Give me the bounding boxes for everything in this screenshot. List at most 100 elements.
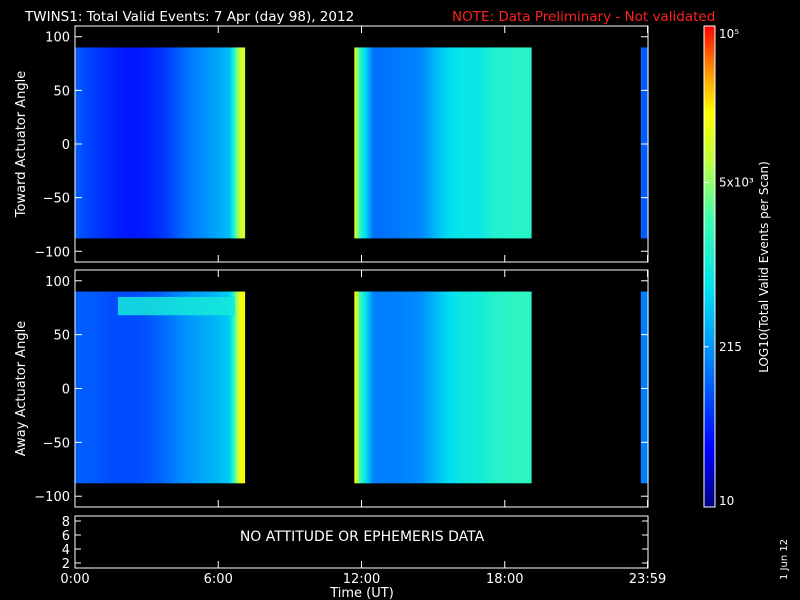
heatmap-cell — [234, 47, 238, 239]
heatmap-cell — [480, 47, 484, 239]
x-tick-label: 12:00 — [343, 572, 380, 587]
heatmap-cell — [151, 291, 155, 484]
heatmap-cell — [203, 291, 207, 484]
heatmap-cell — [495, 47, 499, 239]
x-tick-label: 23:59 — [629, 572, 666, 587]
heatmap-cell — [399, 47, 403, 239]
heatmap-cell — [184, 47, 188, 239]
heatmap-cell — [521, 291, 525, 484]
heatmap-cell — [440, 47, 444, 239]
heatmap-cell — [447, 47, 451, 239]
heatmap-cell — [208, 47, 212, 239]
heatmap-cell — [504, 291, 508, 484]
heatmap-cell — [423, 47, 427, 239]
heatmap-cell — [215, 47, 219, 239]
heatmap-cell — [82, 47, 86, 239]
heatmap-cell — [208, 291, 212, 484]
y-tick-label: −100 — [34, 490, 70, 505]
heatmap-panel-1: 100 50 0 −50 −100 Toward Actuator Angle — [14, 25, 649, 263]
heatmap-cell — [191, 47, 195, 239]
heatmap-cell — [473, 291, 477, 484]
heatmap-cell — [382, 47, 386, 239]
heatmap-cell — [227, 47, 231, 239]
heatmap-cell — [390, 47, 394, 239]
heatmap-cell — [129, 291, 133, 484]
heatmap-cell — [368, 47, 372, 239]
heatmap-cell — [223, 291, 227, 484]
heatmap-cell — [84, 291, 88, 484]
heatmap-cell — [160, 291, 164, 484]
heatmap-cell — [182, 47, 186, 239]
heatmap-cell — [445, 291, 449, 484]
heatmap-cell — [172, 47, 176, 239]
heatmap-cell — [452, 291, 456, 484]
heatmap-cell — [106, 291, 110, 484]
heatmap-cell — [89, 47, 93, 239]
heatmap-cell — [134, 47, 138, 239]
heatmap-cell — [404, 47, 408, 239]
heatmap-cell — [466, 291, 470, 484]
heatmap-cell — [156, 47, 160, 239]
heatmap-cell — [230, 291, 234, 484]
colorbar-tick-label: 5x10³ — [719, 175, 754, 189]
heatmap-cell — [215, 291, 219, 484]
heatmap-cell — [459, 47, 463, 239]
heatmap-cell — [416, 291, 420, 484]
heatmap-cell — [110, 47, 114, 239]
heatmap-cell — [213, 47, 217, 239]
heatmap-cell — [177, 47, 181, 239]
x-tick-label: 6:00 — [204, 572, 233, 587]
heatmap-cell — [390, 291, 394, 484]
heatmap-cell — [108, 291, 112, 484]
heatmap-cell — [172, 291, 176, 484]
x-tick-label: 0:00 — [60, 572, 89, 587]
heatmap-cell — [366, 47, 370, 239]
heatmap-cell — [375, 47, 379, 239]
heatmap-cell — [115, 47, 119, 239]
heatmap-cell — [473, 47, 477, 239]
heatmap-cell — [113, 291, 117, 484]
heatmap-cell — [459, 291, 463, 484]
heatmap-cell — [411, 47, 415, 239]
heatmap-cell — [139, 291, 143, 484]
heatmap-cell — [523, 47, 527, 239]
heatmap-cell — [149, 291, 152, 484]
heatmap-cell — [122, 291, 126, 484]
heatmap-cell — [225, 291, 229, 484]
heatmap-cell — [488, 47, 492, 239]
heatmap-cell — [237, 47, 241, 239]
y-tick-label: 100 — [45, 31, 70, 46]
heatmap-cell — [175, 47, 179, 239]
heatmap-cell — [499, 291, 503, 484]
heatmap-cell — [132, 291, 136, 484]
heatmap-cell — [442, 291, 446, 484]
heatmap-cell — [132, 47, 136, 239]
heatmap-cell — [464, 291, 468, 484]
heatmap-cell — [514, 47, 518, 239]
y-tick-label: 0 — [62, 383, 70, 398]
heatmap-cell — [511, 291, 515, 484]
heatmap-cell — [354, 47, 358, 239]
heatmap-cell — [526, 47, 530, 239]
heatmap-cell — [356, 47, 360, 239]
heatmap-cell — [437, 47, 441, 239]
side-date: 1 Jun 12 — [779, 539, 790, 580]
attitude-y-tick-label: 2 — [62, 557, 70, 572]
heatmap-cell — [125, 47, 129, 239]
heatmap-cell — [404, 291, 408, 484]
heatmap-cell — [454, 47, 458, 239]
heatmap-cell — [89, 291, 93, 484]
heatmap-cell — [406, 291, 410, 484]
heatmap-cell — [196, 47, 200, 239]
heatmap-cell — [194, 47, 198, 239]
y-tick-label: 50 — [53, 329, 70, 344]
heatmap-cell — [402, 291, 406, 484]
heatmap-cell — [397, 47, 401, 239]
heatmap-cell — [499, 47, 503, 239]
heatmap-cell — [414, 47, 418, 239]
heatmap-cell — [77, 291, 81, 484]
heatmap-cell — [180, 47, 184, 239]
y-tick-label: −50 — [43, 192, 70, 207]
heatmap-cell — [206, 291, 210, 484]
